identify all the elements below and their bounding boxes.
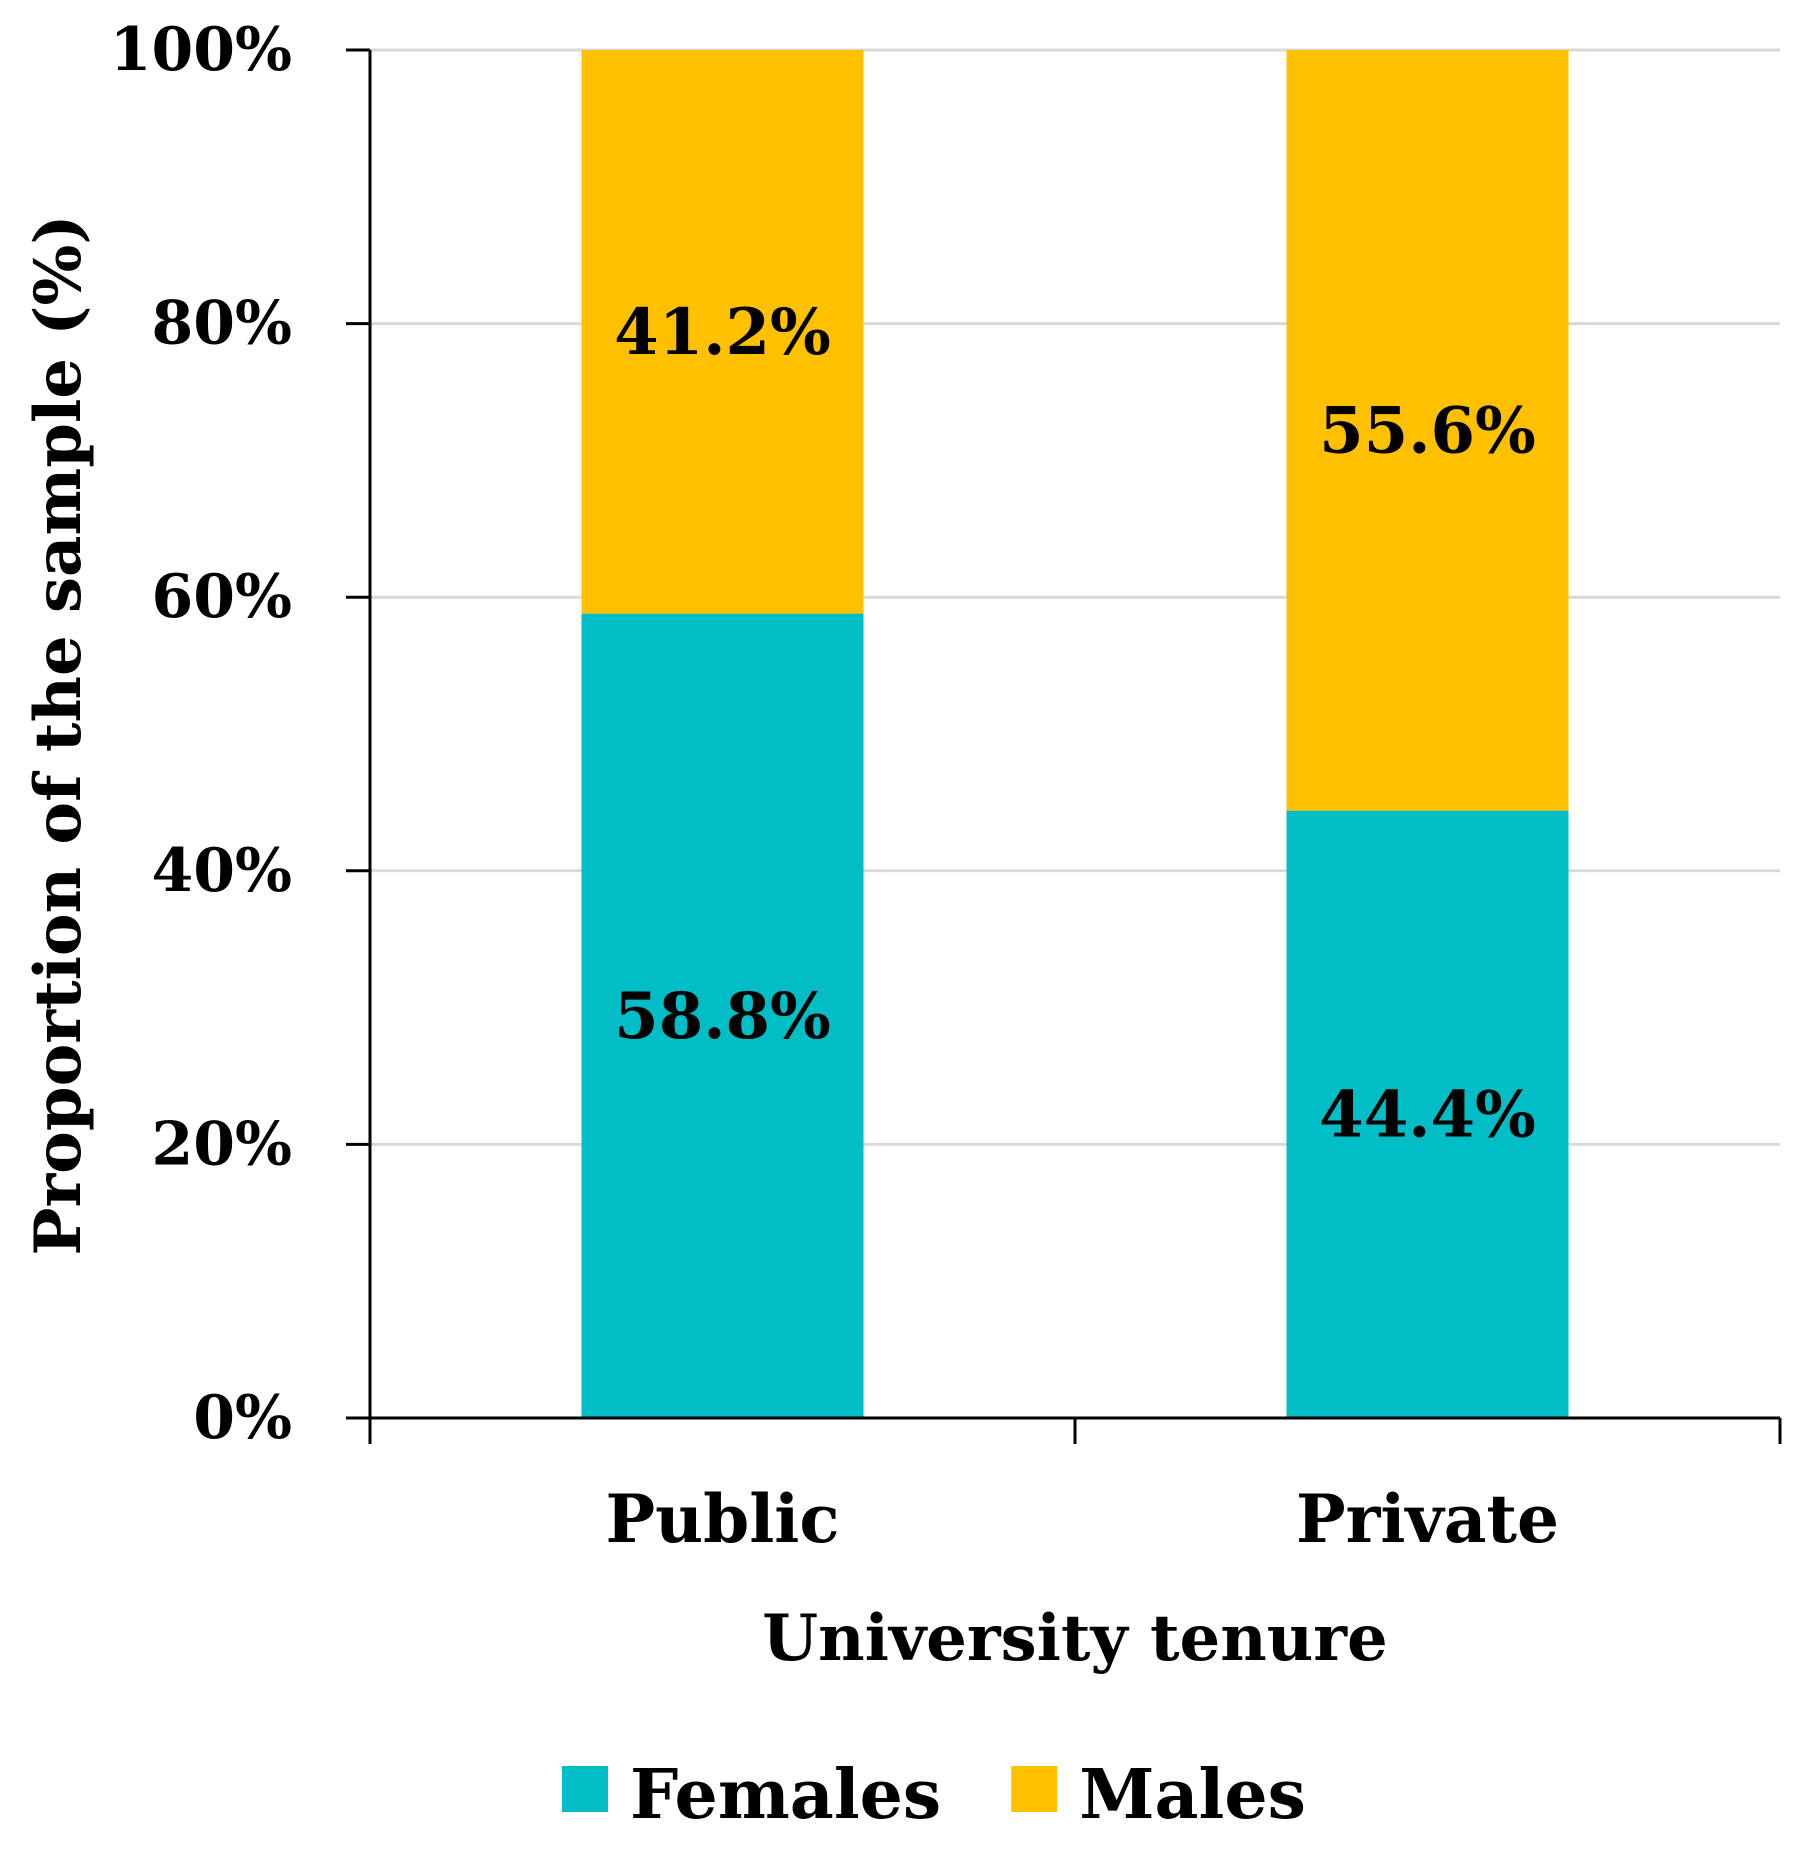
legend-swatch-males: [1011, 1766, 1058, 1812]
x-axis-category-labels: Public Private: [605, 1480, 1559, 1558]
data-labels: 58.8% 41.2% 44.4% 55.6%: [614, 295, 1536, 1152]
legend-swatch-females: [562, 1766, 608, 1812]
y-axis-title: Proportion of the sample (%): [21, 214, 96, 1255]
bar-males-public: [581, 50, 864, 614]
bar-males-private: [1286, 50, 1569, 811]
y-tick-label-0: 0%: [193, 1383, 292, 1453]
y-tick-label-4: 80%: [151, 289, 292, 359]
legend-label-females: Females: [630, 1755, 941, 1835]
legend: Females Males: [562, 1755, 1306, 1835]
y-tick-label-2: 40%: [151, 836, 292, 906]
x-category-label-public: Public: [605, 1480, 839, 1558]
data-label-females-private: 44.4%: [1319, 1077, 1536, 1152]
data-label-males-public: 41.2%: [614, 295, 831, 370]
data-label-females-public: 58.8%: [614, 979, 831, 1054]
data-label-males-private: 55.6%: [1319, 393, 1536, 468]
y-tick-label-3: 60%: [151, 562, 292, 632]
x-axis-title: University tenure: [762, 1601, 1387, 1676]
legend-label-males: Males: [1079, 1755, 1306, 1835]
x-category-label-private: Private: [1296, 1480, 1559, 1558]
y-axis-tick-labels: 0% 20% 40% 60% 80% 100%: [110, 15, 292, 1453]
y-tick-label-5: 100%: [110, 15, 292, 85]
y-tick-label-1: 20%: [151, 1109, 292, 1179]
bars: [581, 50, 1569, 1418]
bar-females-private: [1286, 810, 1569, 1418]
bar-females-public: [581, 613, 864, 1418]
axes: [346, 48, 1782, 1444]
